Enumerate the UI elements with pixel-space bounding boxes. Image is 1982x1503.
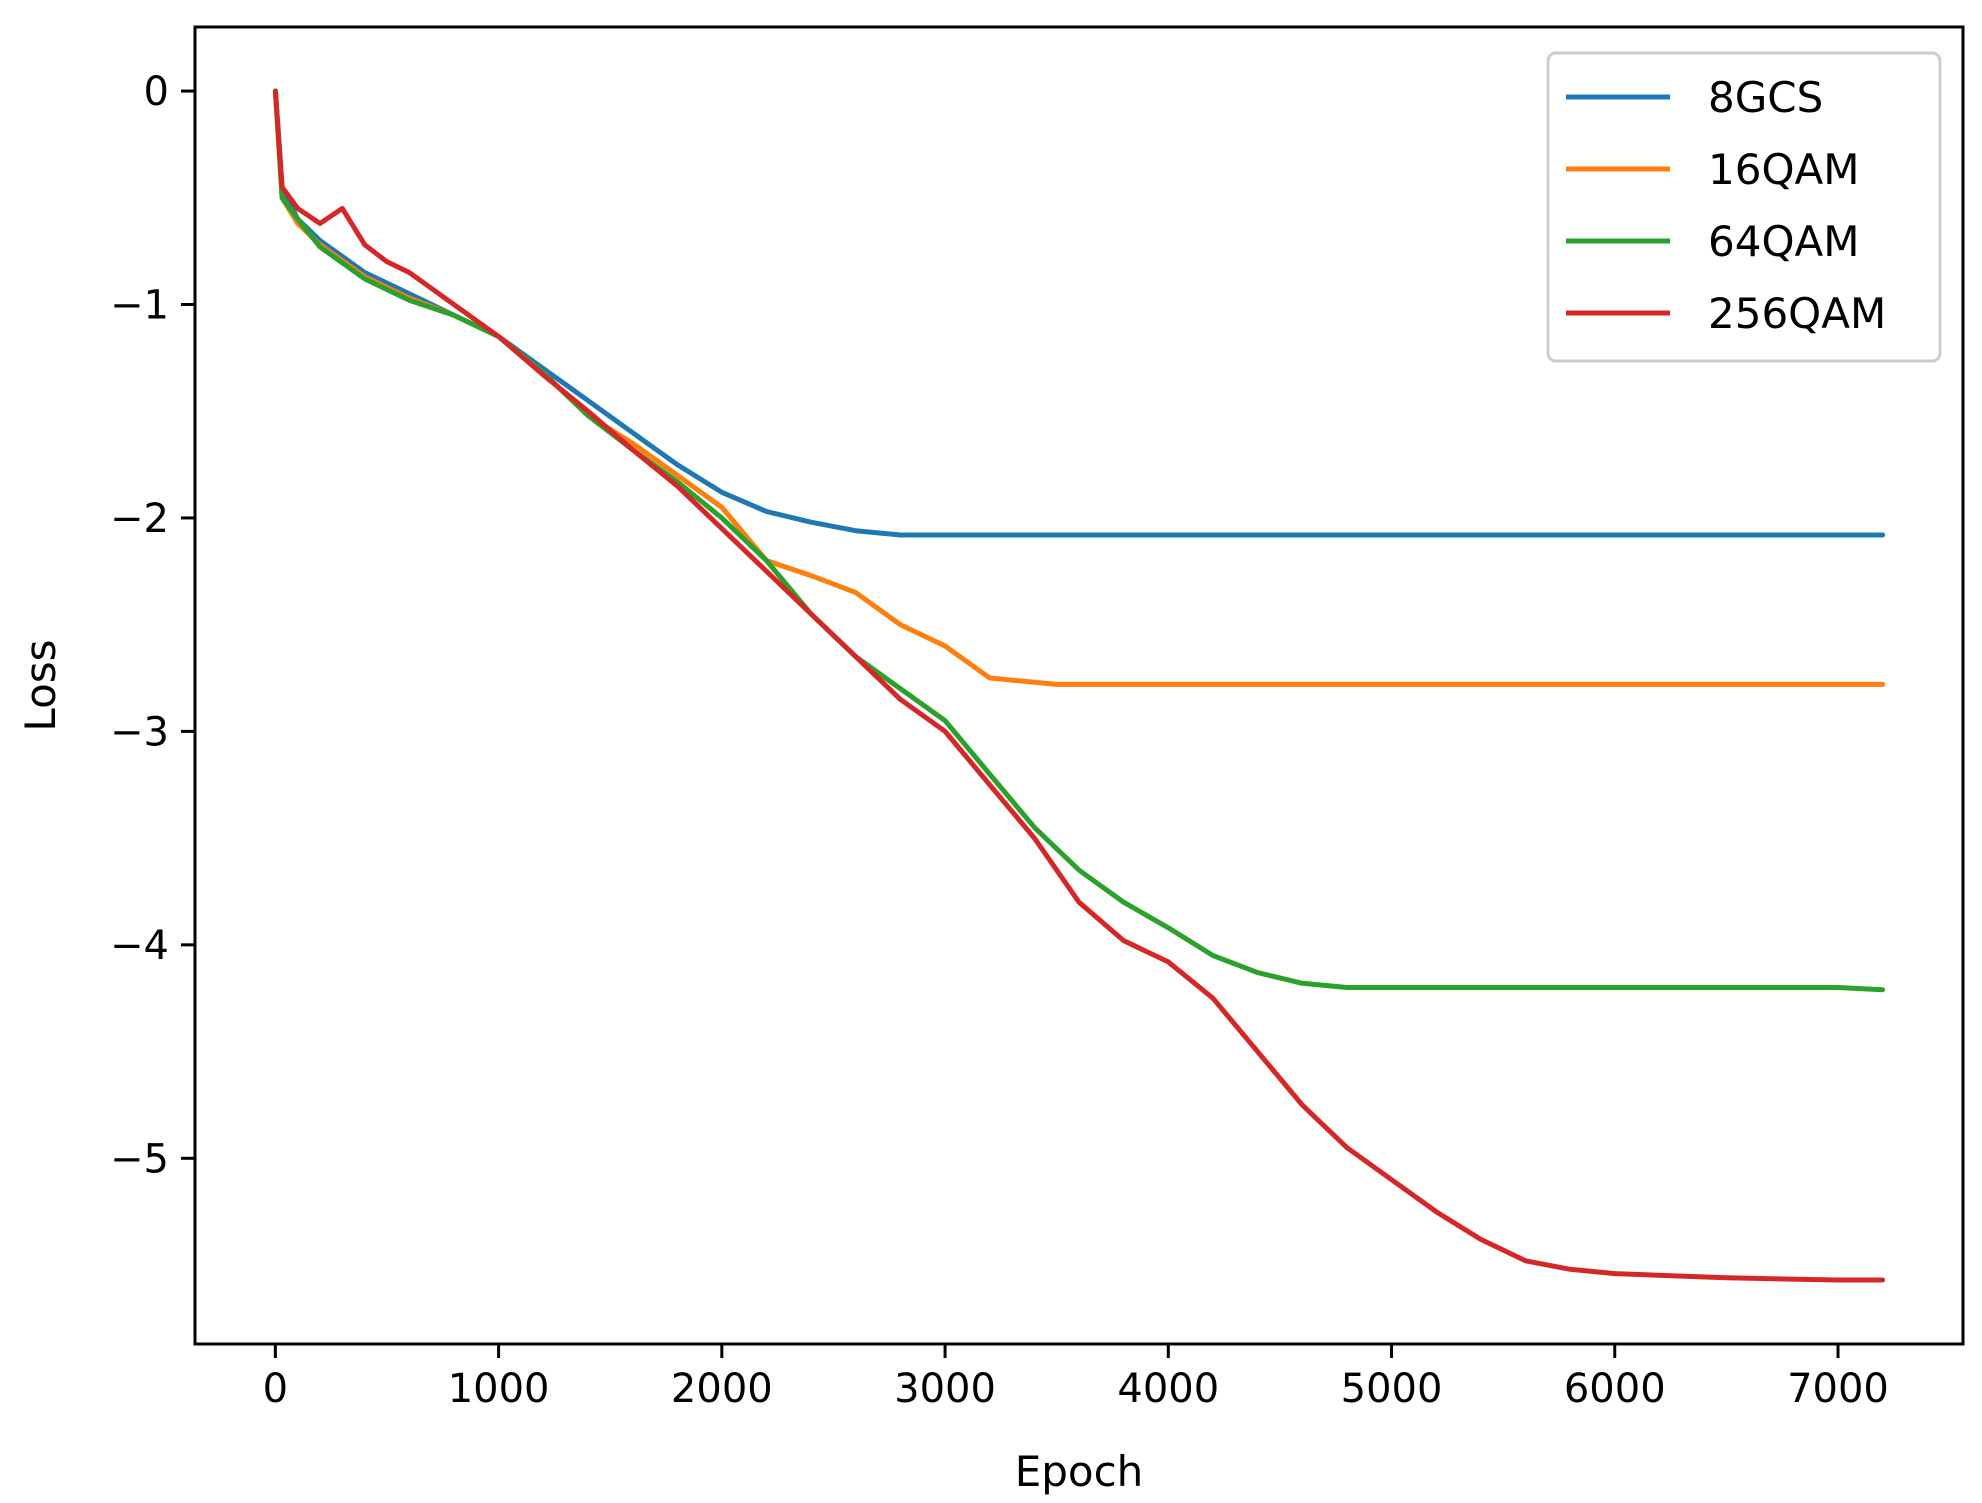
legend-label-8gcs: 8GCS [1708, 73, 1823, 122]
series-line-256qam [272, 88, 1886, 1283]
x-tick-label: 6000 [1564, 1366, 1666, 1412]
x-axis-ticks: 0 1000 2000 3000 4000 5000 6000 7000 [263, 1344, 1889, 1412]
x-tick-label: 3000 [894, 1366, 996, 1412]
plot-lines [272, 88, 1886, 1283]
legend: 8GCS 16QAM 64QAM 256QAM [1546, 51, 1942, 363]
y-tick-label: −4 [110, 923, 169, 969]
legend-label-16qam: 16QAM [1708, 145, 1859, 194]
legend-label-256qam: 256QAM [1708, 289, 1886, 338]
y-axis-ticks: 0 −1 −2 −3 −4 −5 [110, 69, 195, 1182]
plot-frame [193, 25, 1965, 1346]
y-tick-label: −1 [110, 282, 169, 328]
y-tick-label: −2 [110, 496, 169, 542]
x-tick-label: 2000 [671, 1366, 773, 1412]
y-tick-label: −3 [110, 709, 169, 755]
y-tick-label: −5 [110, 1136, 169, 1182]
x-tick-label: 0 [263, 1366, 288, 1412]
x-tick-label: 1000 [448, 1366, 550, 1412]
series-line-8gcs [272, 88, 1886, 538]
y-tick-label: 0 [144, 69, 169, 115]
x-tick-label: 5000 [1341, 1366, 1443, 1412]
series-line-64qam [272, 88, 1886, 993]
y-axis-title: Loss [16, 639, 65, 731]
legend-label-64qam: 64QAM [1708, 217, 1859, 266]
x-axis-title: Epoch [1015, 1447, 1144, 1496]
legend-box [1546, 51, 1942, 363]
x-tick-label: 4000 [1117, 1366, 1219, 1412]
x-tick-label: 7000 [1787, 1366, 1889, 1412]
